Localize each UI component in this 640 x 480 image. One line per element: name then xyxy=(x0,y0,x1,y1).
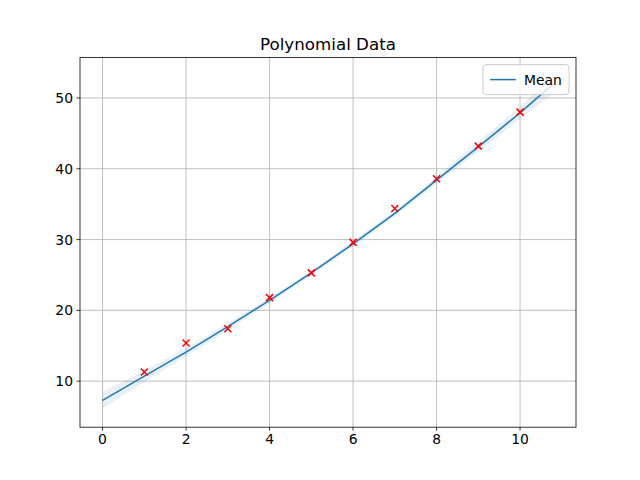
x-tick xyxy=(436,427,437,431)
data-point xyxy=(224,325,231,332)
legend: Mean xyxy=(483,65,569,95)
data-point xyxy=(475,143,482,150)
plot-area xyxy=(103,75,554,409)
data-point xyxy=(308,269,315,276)
data-point xyxy=(141,368,148,375)
grid-line xyxy=(80,239,576,240)
x-tick xyxy=(186,427,187,431)
data-point xyxy=(433,175,440,182)
grid-line xyxy=(80,168,576,169)
grid-line xyxy=(269,58,270,428)
y-tick-label: 40 xyxy=(55,161,73,177)
x-tick xyxy=(269,427,270,431)
x-tick-label: 8 xyxy=(432,431,441,447)
x-tick-label: 10 xyxy=(511,431,529,447)
y-tick-label: 30 xyxy=(55,232,73,248)
legend-box xyxy=(483,65,569,95)
confidence-band xyxy=(103,75,554,409)
y-tick xyxy=(77,168,81,169)
grid-line xyxy=(436,58,437,428)
legend-swatch xyxy=(490,79,516,81)
grid-line xyxy=(80,310,576,311)
x-tick xyxy=(520,427,521,431)
x-tick xyxy=(353,427,354,431)
grid xyxy=(80,58,576,428)
x-tick-label: 6 xyxy=(349,431,358,447)
background xyxy=(0,0,640,480)
y-tick xyxy=(77,310,81,311)
y-tick-label: 50 xyxy=(55,90,73,106)
grid-line xyxy=(80,381,576,382)
x-tick-label: 2 xyxy=(182,431,191,447)
grid-line xyxy=(102,58,103,428)
x-tick-label: 0 xyxy=(98,431,107,447)
legend-label: Mean xyxy=(524,72,562,88)
data-point xyxy=(350,239,357,246)
y-tick xyxy=(77,97,81,98)
data-point xyxy=(266,294,273,301)
x-tick-label: 4 xyxy=(265,431,274,447)
axes-frame xyxy=(80,58,576,428)
grid-line xyxy=(186,58,187,428)
data-point xyxy=(183,339,190,346)
y-tick xyxy=(77,239,81,240)
chart: 0 2 4 6 8 10 10 20 30 40 50 Polynomial Data Mean xyxy=(0,0,640,480)
ticks: 0 2 4 6 8 10 10 20 30 40 50 xyxy=(55,90,529,447)
data-point xyxy=(391,205,398,212)
y-tick-label: 20 xyxy=(55,302,73,318)
grid-line xyxy=(80,97,576,98)
y-tick xyxy=(77,381,81,382)
title: Polynomial Data xyxy=(260,34,396,54)
mean-line xyxy=(103,84,554,400)
y-tick-label: 10 xyxy=(55,373,73,389)
data-point xyxy=(517,109,524,116)
x-tick xyxy=(102,427,103,431)
